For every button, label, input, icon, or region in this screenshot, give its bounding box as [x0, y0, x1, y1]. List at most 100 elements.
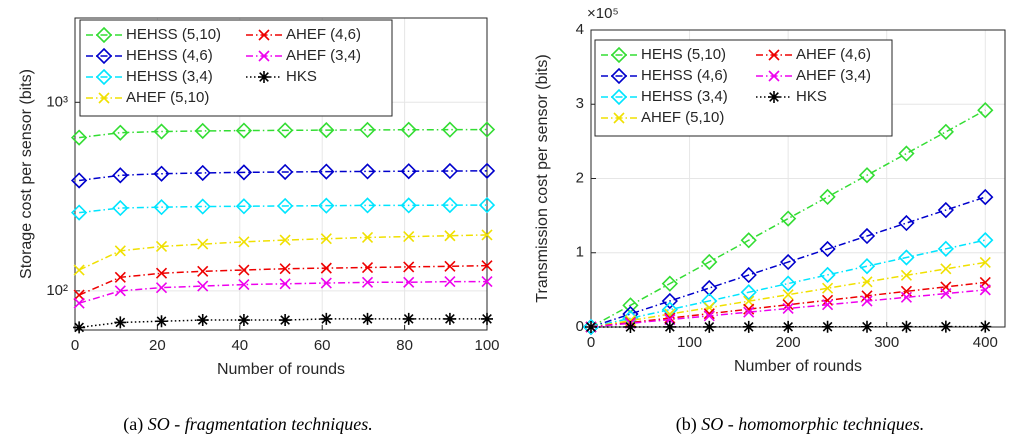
- marker: [979, 320, 992, 333]
- marker: [361, 231, 374, 244]
- legend-label: AHEF (4,6): [286, 26, 361, 43]
- marker: [114, 316, 127, 329]
- marker: [937, 201, 954, 219]
- marker: [70, 204, 88, 221]
- series-line: [79, 128, 488, 139]
- marker: [114, 285, 126, 297]
- y-axis-label: Transmission cost per sensor (bits): [534, 54, 551, 302]
- legend-marker: [613, 112, 625, 124]
- legend-marker: [258, 50, 270, 62]
- marker: [403, 231, 415, 243]
- legend-item: AHEF (5,10): [601, 109, 724, 126]
- legend-label: AHEF (5,10): [641, 109, 724, 126]
- marker: [197, 265, 209, 277]
- marker: [235, 122, 253, 139]
- legend-label: HEHSS (5,10): [126, 26, 221, 43]
- legend-item: HKS: [756, 88, 827, 105]
- legend-item: HEHSS (4,6): [86, 47, 213, 65]
- marker: [155, 240, 168, 253]
- legend-marker: [610, 46, 628, 64]
- marker: [197, 280, 209, 292]
- y-tick-label: 2: [576, 169, 584, 186]
- marker: [70, 172, 88, 189]
- marker: [70, 129, 88, 146]
- marker: [937, 240, 954, 257]
- marker: [320, 312, 333, 325]
- marker: [822, 299, 834, 311]
- marker: [481, 312, 493, 325]
- marker: [861, 320, 873, 333]
- y-tick-label: 3: [576, 95, 584, 112]
- marker: [780, 253, 797, 271]
- legend-marker: [768, 70, 780, 82]
- legend-label: AHEF (3,4): [796, 67, 871, 84]
- marker: [279, 234, 291, 246]
- marker: [114, 271, 126, 283]
- series-line: [590, 239, 986, 328]
- series-line: [590, 109, 986, 328]
- marker: [276, 197, 294, 215]
- marker: [196, 314, 209, 327]
- series-line: [590, 289, 986, 328]
- y-tick-label: 1: [576, 244, 584, 261]
- marker: [279, 263, 291, 275]
- series-line: [79, 204, 487, 214]
- marker: [73, 264, 85, 276]
- x-tick-label: 0: [71, 337, 79, 354]
- marker: [279, 314, 292, 327]
- legend-marker: [258, 29, 270, 41]
- marker: [197, 238, 209, 250]
- marker: [359, 163, 376, 180]
- plot-frame: [74, 17, 488, 331]
- marker: [276, 122, 294, 139]
- marker: [155, 315, 168, 328]
- marker: [403, 276, 415, 288]
- marker: [194, 198, 211, 215]
- legend-marker: [95, 26, 113, 44]
- marker: [861, 295, 873, 307]
- caption-label: (a): [123, 414, 143, 435]
- marker: [359, 197, 376, 214]
- marker: [73, 321, 86, 334]
- x-tick-label: 80: [396, 337, 413, 354]
- series-line: [78, 234, 488, 271]
- marker: [940, 263, 952, 275]
- series-line: [79, 318, 487, 329]
- marker: [478, 196, 496, 214]
- marker: [481, 276, 493, 288]
- legend-label: HEHSS (4,6): [126, 47, 213, 64]
- legend-item: HKS: [246, 68, 317, 85]
- marker: [585, 321, 597, 333]
- marker: [444, 276, 456, 288]
- x-tick-label: 100: [677, 334, 702, 351]
- marker: [822, 282, 834, 294]
- marker: [235, 164, 253, 181]
- marker: [237, 314, 250, 327]
- legend-item: HEHSS (3,4): [601, 88, 728, 106]
- caption-text: SO - fragmentation techniques.: [148, 414, 373, 434]
- marker: [400, 163, 417, 180]
- legend-marker: [768, 49, 780, 61]
- marker: [624, 320, 637, 333]
- marker: [977, 102, 994, 119]
- marker: [114, 245, 126, 257]
- y-tick-label: 10²: [46, 282, 68, 299]
- marker: [743, 306, 755, 318]
- caption-text: SO - homomorphic techniques.: [701, 414, 924, 434]
- marker: [318, 197, 335, 214]
- marker: [402, 312, 415, 325]
- marker: [238, 236, 250, 248]
- marker: [320, 262, 332, 274]
- marker: [898, 145, 915, 162]
- marker: [703, 310, 715, 322]
- marker: [112, 124, 129, 141]
- marker: [361, 276, 374, 288]
- marker: [153, 165, 170, 182]
- marker: [780, 275, 797, 292]
- marker: [478, 162, 496, 179]
- marker: [940, 288, 952, 300]
- marker: [740, 284, 757, 301]
- marker: [403, 261, 415, 273]
- legend-label: HKS: [796, 88, 827, 105]
- marker: [320, 277, 332, 289]
